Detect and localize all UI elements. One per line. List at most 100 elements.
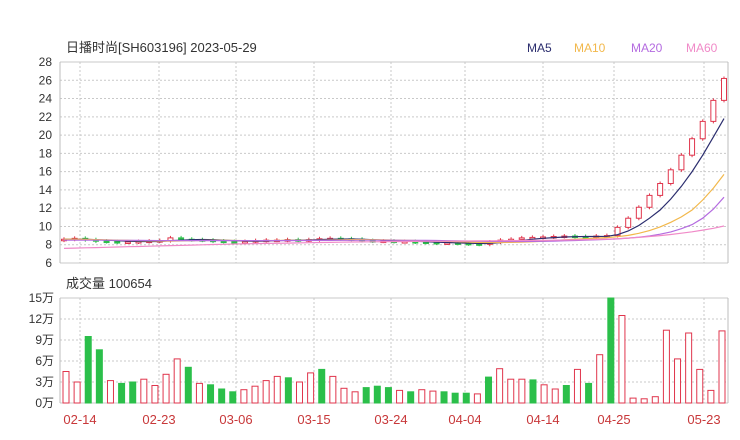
volume-bar <box>118 382 126 404</box>
volume-bar <box>240 389 248 404</box>
legend-ma20: MA20 <box>631 41 663 55</box>
candle-body <box>635 206 642 219</box>
volume-bar <box>585 382 593 404</box>
candle-body <box>678 154 685 171</box>
volume-bar <box>451 392 459 404</box>
volume-bar <box>207 384 215 404</box>
volume-bar <box>462 392 470 404</box>
volume-bar <box>373 385 381 404</box>
volume-bar <box>362 387 370 404</box>
volume-bar <box>251 385 259 404</box>
price-grid <box>59 61 729 264</box>
price-tick-label: 24 <box>39 92 53 106</box>
volume-bar <box>84 336 92 404</box>
volume-bar <box>718 330 726 404</box>
candle-body <box>178 237 185 240</box>
volume-bar <box>573 368 581 404</box>
volume-bar <box>674 358 682 404</box>
volume-bar <box>685 332 693 404</box>
price-tick-label: 6 <box>45 256 52 270</box>
volume-bar <box>529 379 537 404</box>
candle-body <box>241 241 248 244</box>
volume-bar <box>151 385 159 404</box>
price-tick-label: 16 <box>39 165 53 179</box>
candle-body <box>220 240 227 244</box>
ma-line-ma20 <box>64 196 725 243</box>
date-tick-label: 03-24 <box>374 412 407 427</box>
volume-bar <box>562 385 570 404</box>
price-y-axis: 6 8 10 12 14 16 18 20 22 24 26 28 <box>39 55 53 270</box>
volume-bar <box>507 378 515 404</box>
volume-bar <box>340 387 348 404</box>
candle-body <box>518 237 525 240</box>
date-tick-label: 05-23 <box>687 412 720 427</box>
volume-bar <box>440 391 448 404</box>
candle-body <box>625 217 632 228</box>
volume-bar <box>384 387 392 404</box>
volume-tick-label: 0万 <box>35 396 54 410</box>
volume-bar <box>596 354 604 404</box>
legend-ma10: MA10 <box>574 41 606 55</box>
price-tick-label: 14 <box>39 183 53 197</box>
chart-title: 日播时尚[SH603196] 2023-05-29 <box>66 40 257 55</box>
date-tick-label: 04-04 <box>448 412 481 427</box>
volume-bars <box>62 297 726 404</box>
candle-body <box>646 194 653 208</box>
volume-bar <box>318 368 326 404</box>
volume-tick-label: 9万 <box>35 333 54 347</box>
date-tick-label: 02-14 <box>63 412 96 427</box>
date-tick-label: 03-06 <box>219 412 252 427</box>
volume-bar <box>662 329 670 404</box>
candle-body <box>667 169 674 185</box>
volume-bar <box>229 391 237 404</box>
candle-body <box>721 77 727 101</box>
candle-body <box>124 241 131 244</box>
date-axis: 02-14 02-23 03-06 03-15 03-24 04-04 04-14 04-25… <box>63 412 720 427</box>
volume-bar <box>607 297 615 404</box>
price-tick-label: 20 <box>39 128 53 142</box>
volume-bar <box>195 382 203 404</box>
candle-body <box>114 241 121 244</box>
volume-bar <box>218 388 226 404</box>
volume-bar <box>73 381 81 404</box>
volume-grid <box>59 297 729 404</box>
volume-y-axis: 0万 3万 6万 9万 12万 15万 <box>29 291 54 410</box>
volume-bar <box>396 389 404 404</box>
candle-body <box>231 241 238 244</box>
volume-bar <box>262 380 270 404</box>
volume-bar <box>106 380 114 404</box>
ma-line-ma5 <box>64 118 725 245</box>
candle-body <box>699 120 706 140</box>
volume-bar <box>473 393 481 404</box>
volume-bar <box>351 391 359 404</box>
volume-bar <box>95 349 103 404</box>
volume-bar <box>140 378 148 404</box>
volume-bar <box>162 373 170 404</box>
ma-legend: MA5 MA10 MA20 MA60 <box>527 41 718 55</box>
date-tick-label: 04-14 <box>526 412 559 427</box>
date-tick-label: 03-15 <box>297 412 330 427</box>
volume-bar <box>629 397 637 404</box>
price-tick-label: 22 <box>39 110 53 124</box>
volume-bar <box>429 390 437 404</box>
candle-body <box>710 99 717 122</box>
volume-bar <box>618 315 626 404</box>
candlesticks <box>61 76 727 247</box>
price-tick-label: 10 <box>39 219 53 233</box>
legend-ma5: MA5 <box>527 41 552 55</box>
candle-body <box>657 183 664 196</box>
volume-bar <box>173 358 181 404</box>
volume-bar <box>418 389 426 404</box>
volume-bar <box>640 398 648 404</box>
legend-ma60: MA60 <box>686 41 718 55</box>
volume-bar <box>496 368 504 404</box>
candle-body <box>103 240 110 244</box>
volume-bar <box>485 376 493 404</box>
volume-tick-label: 6万 <box>35 354 54 368</box>
price-tick-label: 18 <box>39 146 53 160</box>
candle-body <box>614 226 621 237</box>
date-tick-label: 04-25 <box>597 412 630 427</box>
volume-bar <box>184 366 192 404</box>
price-tick-label: 28 <box>39 55 53 69</box>
